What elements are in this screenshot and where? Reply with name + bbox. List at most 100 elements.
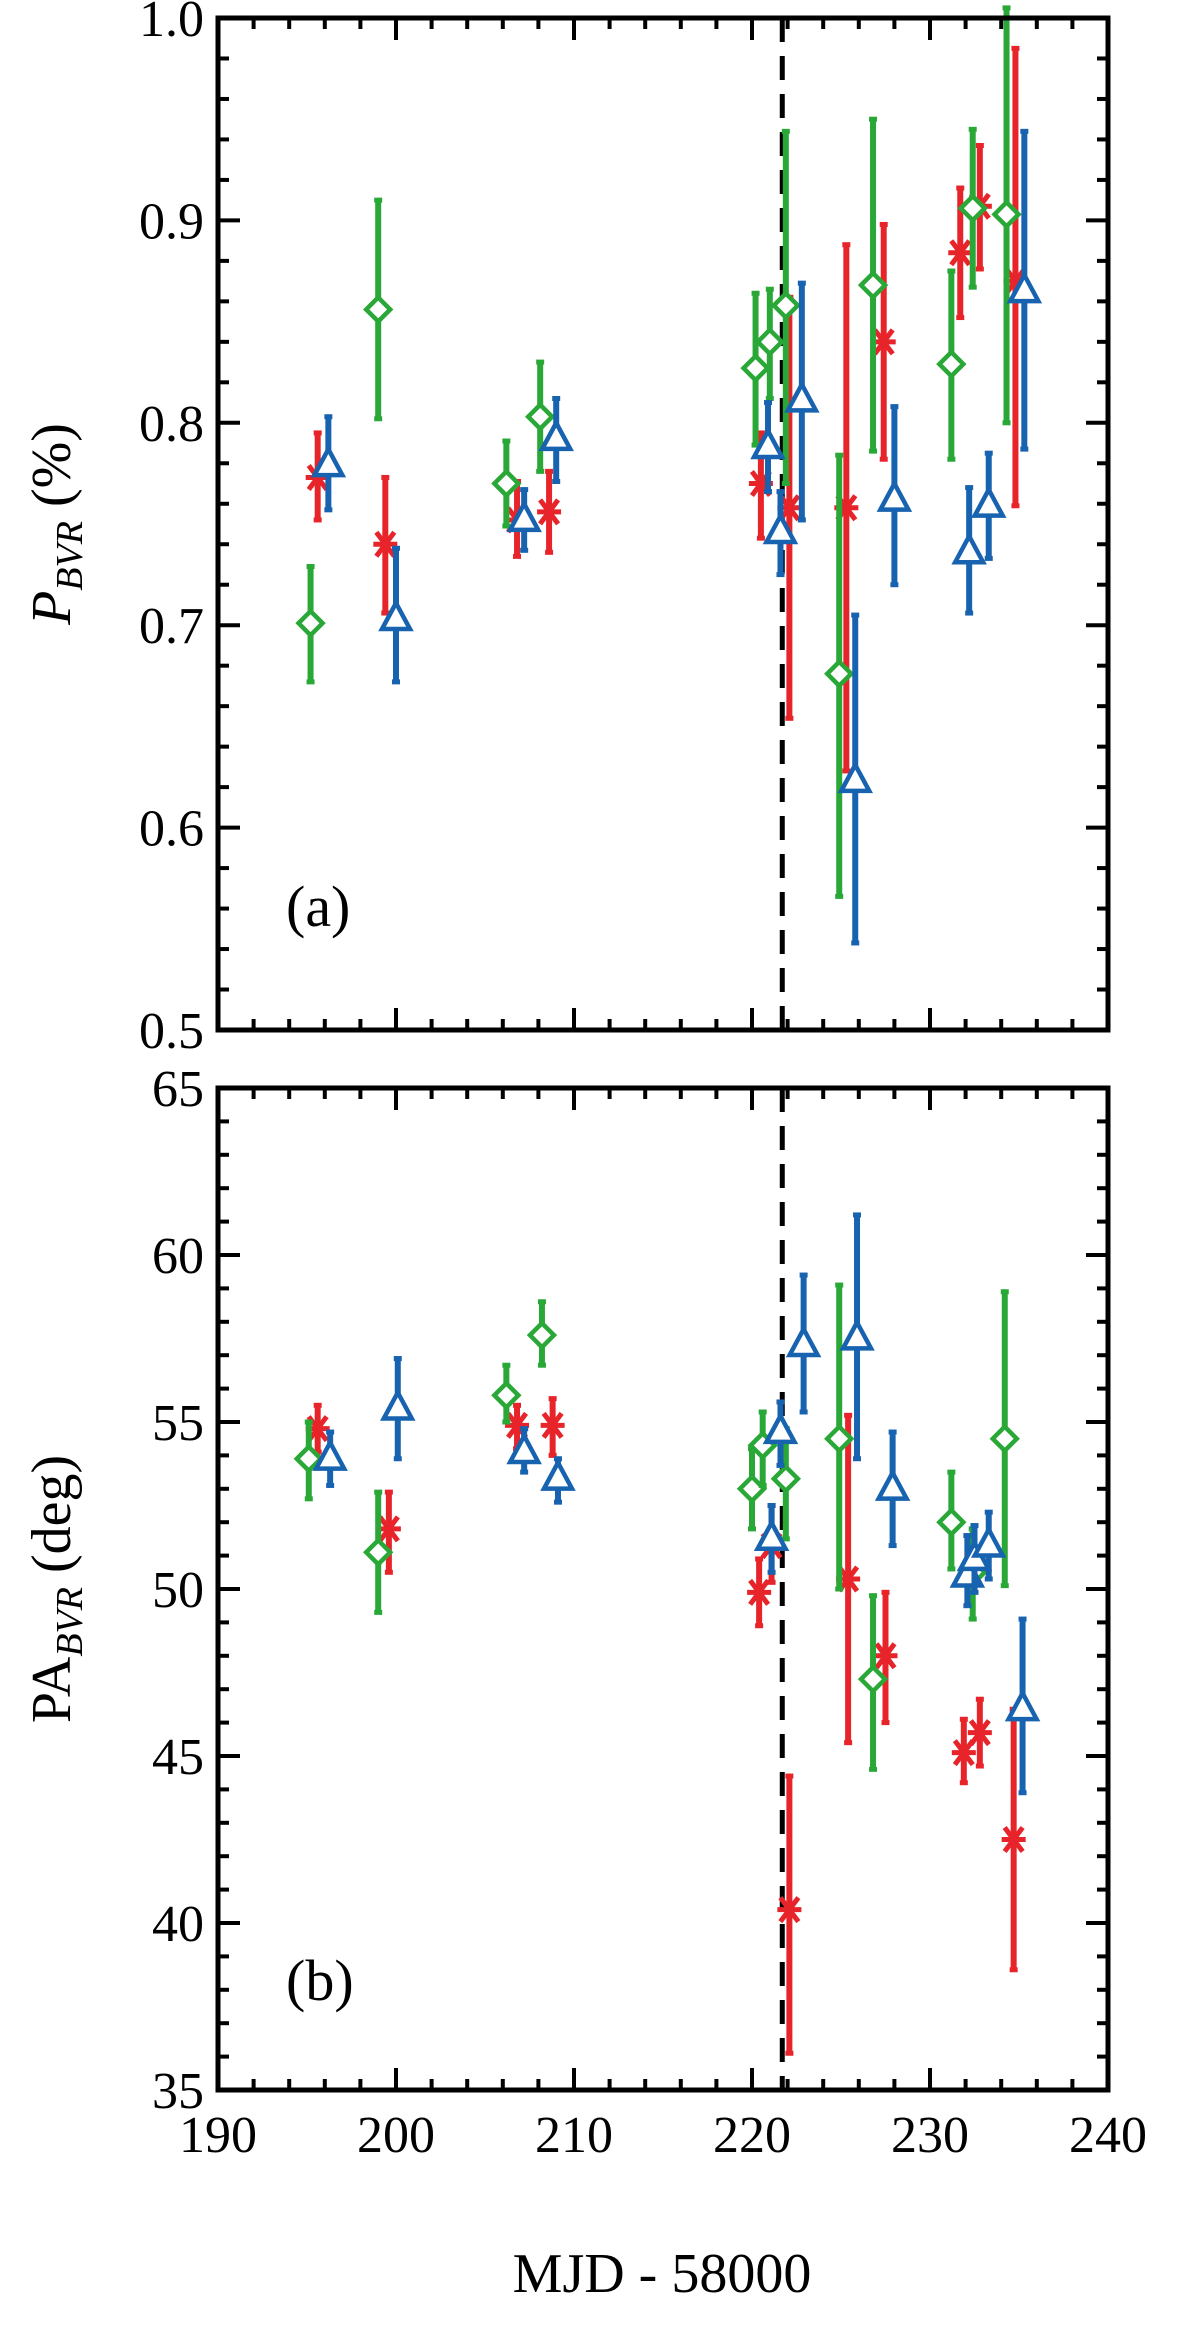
y-axis-label-subscript: BVR: [49, 521, 91, 591]
plot-frame: [215, 15, 1111, 1033]
data-point-R: [310, 414, 347, 513]
data-point-V: [363, 197, 394, 422]
data-point-V: [936, 1469, 967, 1572]
data-point-B: [537, 468, 562, 555]
diamond-marker: [740, 352, 771, 384]
series-V: [295, 5, 1022, 899]
triangle-marker: [876, 478, 913, 512]
data-point-B: [505, 1402, 530, 1452]
data-point-V: [740, 290, 771, 448]
data-point-V: [363, 1489, 394, 1615]
diamond-marker: [491, 468, 522, 499]
data-point-V: [857, 116, 889, 454]
triangle-marker: [312, 1437, 348, 1471]
data-point-B: [540, 1396, 565, 1458]
y-tick-label: 0.6: [139, 801, 204, 858]
diamond-marker: [936, 1507, 967, 1538]
y-tick-label: 0.8: [139, 396, 204, 453]
diamond-marker: [524, 401, 556, 432]
data-point-B: [871, 221, 896, 462]
triangle-marker: [951, 531, 987, 565]
triangle-marker: [538, 418, 574, 452]
y-tick-label: 0.9: [139, 193, 204, 250]
y-tick-label: 0.7: [139, 598, 204, 655]
series-B: [305, 45, 1028, 774]
y-tick-label: 1.0: [139, 0, 204, 48]
data-point-R: [506, 1426, 542, 1475]
triangle-marker: [785, 1324, 822, 1358]
asterisk-marker: [748, 1578, 771, 1606]
y-tick-label: 60: [152, 1228, 204, 1285]
triangle-marker: [762, 1411, 799, 1445]
data-point-R: [970, 450, 1007, 561]
y-axis-label-unit: (deg): [21, 1455, 83, 1587]
diamond-marker: [526, 1319, 558, 1351]
data-point-V: [991, 5, 1022, 426]
triangle-marker: [762, 511, 799, 545]
y-tick-label: 55: [152, 1395, 204, 1452]
data-point-B: [951, 1716, 976, 1786]
diamond-marker: [824, 658, 855, 689]
asterisk-marker: [952, 1739, 975, 1767]
data-point-B: [376, 1489, 401, 1575]
data-point-R: [380, 1356, 416, 1462]
diamond-marker: [857, 269, 889, 301]
data-point-R: [951, 485, 987, 616]
x-axis-label: MJD - 58000: [513, 2243, 812, 2305]
asterisk-marker: [872, 328, 895, 356]
diamond-marker: [363, 294, 394, 325]
diamond-marker: [491, 1380, 522, 1411]
data-point-R: [876, 404, 913, 588]
plot-frame: [215, 1085, 1111, 2093]
panel-tag: (b): [286, 1948, 354, 2013]
asterisk-marker: [1002, 1826, 1025, 1853]
data-point-V: [491, 438, 522, 529]
data-point-V: [824, 452, 855, 899]
diamond-marker: [957, 193, 988, 224]
data-point-V: [293, 1419, 324, 1502]
diamond-marker: [857, 1663, 889, 1695]
data-point-R: [785, 1272, 822, 1415]
triangle-marker: [540, 1457, 576, 1491]
asterisk-marker: [538, 498, 561, 526]
data-point-V: [957, 126, 988, 290]
y-axis-label: PABVR (deg): [21, 1455, 91, 1723]
data-point-V: [526, 1299, 558, 1368]
triangle-marker: [784, 379, 820, 413]
y-axis-label-unit: (%): [21, 423, 83, 521]
data-point-R: [378, 545, 414, 685]
data-point-V: [754, 286, 785, 402]
data-point-R: [750, 400, 786, 495]
data-point-R: [874, 1429, 911, 1549]
y-axis-label-subscript: BVR: [49, 1587, 91, 1657]
asterisk-marker: [968, 1719, 991, 1747]
data-point-R: [762, 489, 799, 578]
triangle-marker: [506, 1431, 542, 1465]
data-point-B: [373, 474, 398, 616]
data-point-R: [753, 1503, 790, 1575]
y-axis-label-main: PA: [21, 1656, 83, 1723]
triangle-marker: [970, 484, 1007, 518]
data-point-V: [936, 268, 967, 462]
diamond-marker: [824, 1423, 855, 1454]
series-R: [312, 1212, 1041, 1796]
triangle-marker: [970, 1524, 1007, 1558]
data-point-V: [989, 1289, 1020, 1589]
triangle-marker: [874, 1467, 911, 1501]
data-point-R: [970, 1509, 1007, 1582]
y-tick-label: 65: [152, 1061, 204, 1118]
data-point-R: [538, 396, 574, 484]
data-point-B: [967, 1696, 992, 1769]
asterisk-marker: [374, 530, 397, 558]
triangle-marker: [839, 1317, 875, 1351]
data-point-V: [524, 359, 556, 474]
y-tick-label: 50: [152, 1562, 204, 1619]
data-point-V: [295, 564, 326, 685]
asterisk-marker: [778, 1896, 801, 1924]
data-point-B: [747, 1556, 772, 1629]
diamond-marker: [991, 199, 1022, 230]
triangle-marker: [837, 760, 874, 794]
data-point-R: [312, 1429, 348, 1488]
diamond-marker: [293, 1443, 324, 1474]
series-B: [305, 1396, 1026, 2056]
